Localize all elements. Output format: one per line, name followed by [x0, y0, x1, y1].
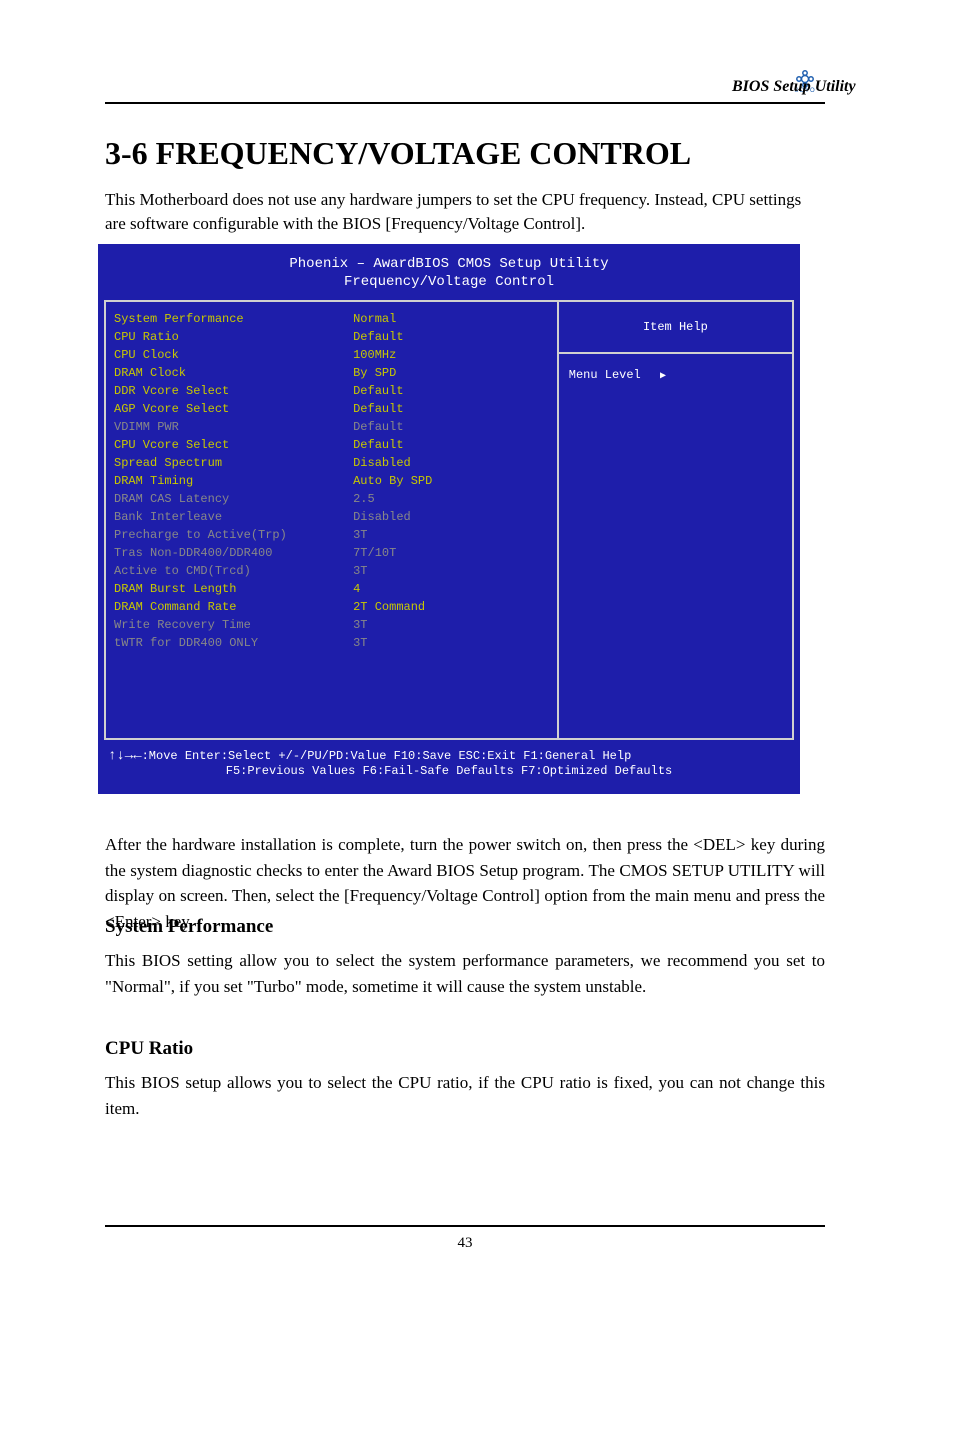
bios-option-row[interactable]: Precharge to Active(Trp)3T	[114, 528, 549, 542]
bios-option-value: 3T	[353, 528, 549, 542]
intro-paragraph: This Motherboard does not use any hardwa…	[105, 188, 805, 236]
bios-option-value: Disabled	[353, 510, 549, 524]
bios-option-value: Default	[353, 402, 549, 416]
bios-option-label: Write Recovery Time	[114, 618, 353, 632]
footer-line1-text: :Move Enter:Select +/-/PU/PD:Value F10:S…	[142, 749, 632, 763]
section-title: 3-6 FREQUENCY/VOLTAGE CONTROL	[105, 135, 691, 172]
bios-option-value: 3T	[353, 618, 549, 632]
bios-option-label: AGP Vcore Select	[114, 402, 353, 416]
bios-option-value: 3T	[353, 636, 549, 650]
page-number: 43	[458, 1235, 473, 1251]
bios-option-label: DRAM Burst Length	[114, 582, 353, 596]
bios-option-row[interactable]: DRAM ClockBy SPD	[114, 366, 549, 380]
bios-option-label: CPU Clock	[114, 348, 353, 362]
bios-option-label: CPU Vcore Select	[114, 438, 353, 452]
bios-footer-line1: ↑↓→←:Move Enter:Select +/-/PU/PD:Value F…	[108, 748, 790, 764]
bios-option-row[interactable]: DRAM TimingAuto By SPD	[114, 474, 549, 488]
bios-option-value: 100MHz	[353, 348, 549, 362]
bios-option-row[interactable]: Write Recovery Time3T	[114, 618, 549, 632]
bios-options-pane: System PerformanceNormalCPU RatioDefault…	[106, 302, 559, 738]
bios-option-label: System Performance	[114, 312, 353, 326]
bios-option-label: Bank Interleave	[114, 510, 353, 524]
bios-option-row[interactable]: Tras Non-DDR400/DDR4007T/10T	[114, 546, 549, 560]
bios-option-label: Spread Spectrum	[114, 456, 353, 470]
bios-option-value: Normal	[353, 312, 549, 326]
page-header: SOYO	[105, 70, 825, 104]
bios-option-row[interactable]: DRAM CAS Latency2.5	[114, 492, 549, 506]
page-footer: 43	[105, 1225, 825, 1252]
bios-option-value: Default	[353, 438, 549, 452]
bios-panel: Phoenix – AwardBIOS CMOS Setup Utility F…	[98, 244, 800, 794]
bios-option-row[interactable]: DRAM Burst Length4	[114, 582, 549, 596]
bios-option-value: Default	[353, 384, 549, 398]
bios-option-value: 7T/10T	[353, 546, 549, 560]
bios-option-row[interactable]: VDIMM PWRDefault	[114, 420, 549, 434]
bios-option-label: Active to CMD(Trcd)	[114, 564, 353, 578]
menu-level-label: Menu Level	[569, 368, 641, 382]
bios-option-row[interactable]: tWTR for DDR400 ONLY3T	[114, 636, 549, 650]
bios-option-row[interactable]: CPU Vcore SelectDefault	[114, 438, 549, 452]
bios-option-label: CPU Ratio	[114, 330, 353, 344]
bios-option-value: Default	[353, 330, 549, 344]
bios-body: System PerformanceNormalCPU RatioDefault…	[104, 300, 794, 740]
bios-option-label: DRAM Command Rate	[114, 600, 353, 614]
bios-option-label: Precharge to Active(Trp)	[114, 528, 353, 542]
bios-help-body: Menu Level ▶	[559, 354, 792, 396]
bios-option-row[interactable]: CPU Clock100MHz	[114, 348, 549, 362]
bios-option-value: 2.5	[353, 492, 549, 506]
bios-option-row[interactable]: Bank InterleaveDisabled	[114, 510, 549, 524]
header-label: BIOS Setup Utility	[732, 78, 856, 96]
bios-screen-title: Frequency/Voltage Control	[98, 272, 800, 300]
bios-option-value: 2T Command	[353, 600, 549, 614]
bios-option-label: DRAM Timing	[114, 474, 353, 488]
bios-help-pane: Item Help Menu Level ▶	[559, 302, 792, 738]
bios-option-row[interactable]: CPU RatioDefault	[114, 330, 549, 344]
paragraph-2: This BIOS setting allow you to select th…	[105, 948, 825, 999]
bios-option-label: VDIMM PWR	[114, 420, 353, 434]
bios-option-value: By SPD	[353, 366, 549, 380]
bios-footer-line2: F5:Previous Values F6:Fail-Safe Defaults…	[108, 764, 790, 778]
bios-option-label: tWTR for DDR400 ONLY	[114, 636, 353, 650]
bios-option-value: 3T	[353, 564, 549, 578]
bios-option-label: DRAM Clock	[114, 366, 353, 380]
bios-option-value: Default	[353, 420, 549, 434]
bios-help-title: Item Help	[559, 302, 792, 354]
bios-option-row[interactable]: DRAM Command Rate2T Command	[114, 600, 549, 614]
bios-util-title: Phoenix – AwardBIOS CMOS Setup Utility	[98, 244, 800, 272]
paragraph-3: This BIOS setup allows you to select the…	[105, 1070, 825, 1121]
arrow-keys-icon: ↑↓→←	[108, 748, 142, 764]
bios-option-row[interactable]: DDR Vcore SelectDefault	[114, 384, 549, 398]
heading-cpu-ratio: CPU Ratio	[105, 1038, 193, 1060]
bios-option-label: DDR Vcore Select	[114, 384, 353, 398]
bios-option-value: Auto By SPD	[353, 474, 549, 488]
bios-option-row[interactable]: Spread SpectrumDisabled	[114, 456, 549, 470]
bios-option-value: Disabled	[353, 456, 549, 470]
bios-option-row[interactable]: Active to CMD(Trcd)3T	[114, 564, 549, 578]
bios-option-row[interactable]: AGP Vcore SelectDefault	[114, 402, 549, 416]
triangle-right-icon: ▶	[648, 369, 666, 384]
bios-option-label: Tras Non-DDR400/DDR400	[114, 546, 353, 560]
bios-option-row[interactable]: System PerformanceNormal	[114, 312, 549, 326]
bios-option-value: 4	[353, 582, 549, 596]
heading-system-performance: System Performance	[105, 916, 273, 938]
bios-option-label: DRAM CAS Latency	[114, 492, 353, 506]
bios-footer: ↑↓→←:Move Enter:Select +/-/PU/PD:Value F…	[98, 740, 800, 794]
